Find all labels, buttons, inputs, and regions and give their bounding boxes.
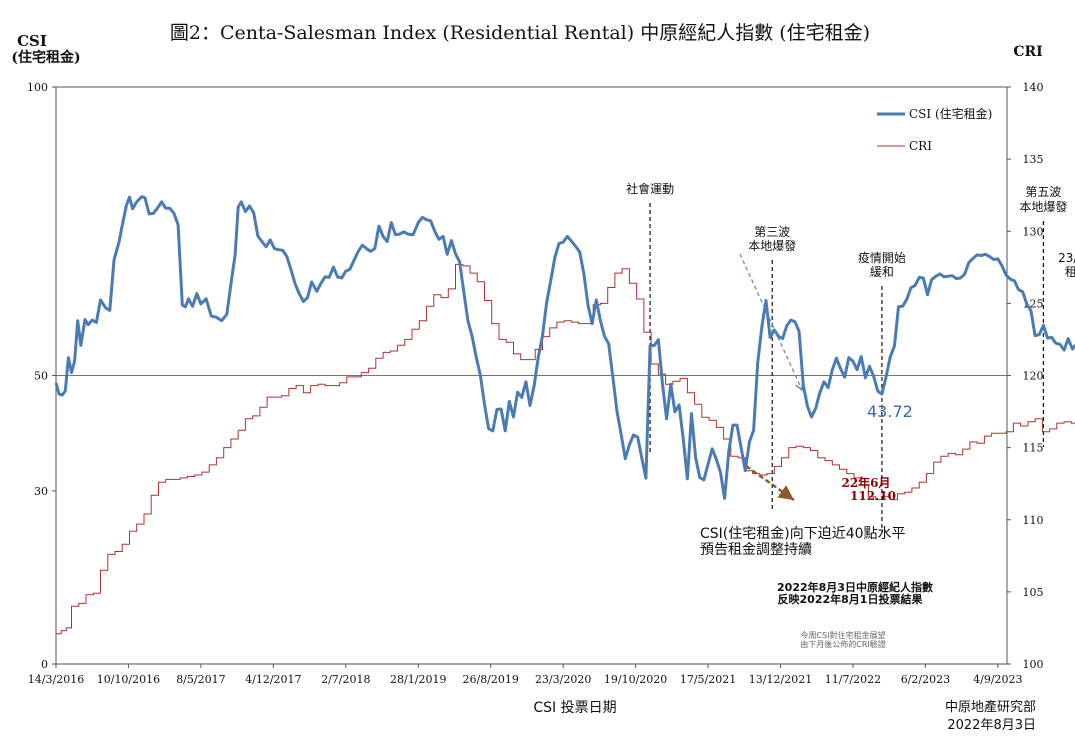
series-line-cri <box>56 263 1075 635</box>
bold-note-line2: 反映2022年8月1日投票結果 <box>778 592 923 606</box>
event-marker-label: 第五波 <box>1025 185 1061 199</box>
x-tick-label: 17/5/2021 <box>680 673 736 686</box>
right-tick-label: 110 <box>1023 514 1044 527</box>
right-tick-label: 105 <box>1023 586 1044 599</box>
event-marker-label: 租金扣稅 <box>1065 264 1075 279</box>
x-tick-label: 4/9/2023 <box>973 673 1022 686</box>
left-tick-label: 30 <box>34 485 48 498</box>
x-tick-label: 28/1/2019 <box>390 673 446 686</box>
x-tick-label: 23/3/2020 <box>535 673 591 686</box>
right-tick-label: 130 <box>1023 225 1044 238</box>
event-marker-label: 緩和 <box>870 265 894 279</box>
x-axis-label: CSI 投票日期 <box>533 700 616 716</box>
x-tick-label: 11/7/2022 <box>825 673 881 686</box>
cri-label-date: 22年6月 <box>841 475 890 490</box>
event-marker-label: 本地爆發 <box>748 238 796 253</box>
right-tick-label: 115 <box>1023 442 1044 455</box>
x-tick-label: 8/5/2017 <box>176 673 225 686</box>
right-tick-label: 135 <box>1023 153 1044 166</box>
series-line-csi <box>54 195 1075 500</box>
comment-line1: CSI(住宅租金)向下迫近40點水平 <box>700 526 906 542</box>
last-csi-label: 43.72 <box>867 402 913 421</box>
trend-arrow-brown <box>745 464 795 502</box>
legend-label-cri: CRI <box>909 139 932 153</box>
x-tick-label: 6/2/2023 <box>901 673 950 686</box>
left-tick-label: 100 <box>27 81 48 94</box>
x-tick-label: 10/10/2016 <box>97 673 160 686</box>
cri-label-value: 112.10 <box>850 489 896 503</box>
left-tick-label: 50 <box>34 370 48 383</box>
source-line2: 2022年8月3日 <box>947 718 1036 733</box>
small-note-line1: 今周CSI對住宅租金展望 <box>800 630 885 640</box>
left-axis-label-line2: (住宅租金) <box>11 49 80 66</box>
trend-arrow-blue <box>739 253 802 390</box>
x-tick-label: 2/7/2018 <box>321 673 370 686</box>
event-marker-label: 本地爆發 <box>1019 199 1067 214</box>
x-tick-label: 14/3/2016 <box>28 673 84 686</box>
event-marker-label: 第三波 <box>754 225 790 239</box>
x-tick-label: 19/10/2020 <box>604 673 667 686</box>
left-tick-label: 0 <box>41 658 48 671</box>
x-tick-label: 13/12/2021 <box>749 673 812 686</box>
small-note-line2: 由下月後公佈的CRI驗證 <box>800 639 886 649</box>
right-tick-label: 140 <box>1023 81 1044 94</box>
source-line1: 中原地產研究部 <box>945 699 1036 715</box>
event-marker-label: 23/2/2022 <box>1058 251 1075 265</box>
bold-note-line1: 2022年8月3日中原經紀人指數 <box>777 580 933 594</box>
left-axis-label-line1: CSI <box>17 32 47 50</box>
legend: CSI (住宅租金) CRI <box>877 106 992 153</box>
right-tick-label: 120 <box>1023 370 1044 383</box>
right-tick-label: 100 <box>1023 658 1044 671</box>
comment-line2: 預告租金調整持續 <box>700 542 812 558</box>
event-marker-label: 疫情開始 <box>858 250 906 265</box>
x-tick-label: 26/8/2019 <box>462 673 518 686</box>
legend-label-csi: CSI (住宅租金) <box>909 106 992 121</box>
right-axis-label: CRI <box>1013 44 1042 60</box>
event-marker-label: 社會運動 <box>626 181 674 196</box>
x-tick-label: 4/12/2017 <box>245 673 301 686</box>
chart-title: 圖2：Centa-Salesman Index (Residential Ren… <box>170 22 870 44</box>
